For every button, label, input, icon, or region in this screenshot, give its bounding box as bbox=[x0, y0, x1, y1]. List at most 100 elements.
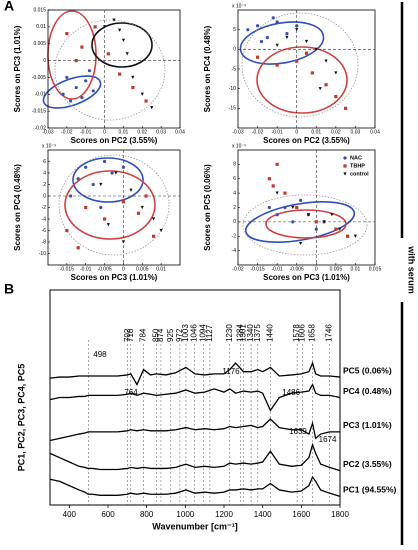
point bbox=[102, 217, 107, 221]
x-tick-label: 0.01 bbox=[311, 129, 321, 135]
point bbox=[102, 25, 107, 29]
point bbox=[285, 35, 289, 40]
y-tick-label: 6 bbox=[233, 176, 236, 182]
point bbox=[84, 165, 88, 169]
y-tick-label: -0.01 bbox=[35, 92, 47, 98]
point bbox=[353, 234, 358, 238]
point bbox=[285, 31, 289, 36]
y-axis-label: Scores on PC3 (1.01%) bbox=[13, 25, 22, 112]
point bbox=[295, 28, 299, 32]
y-tick-label: 0.005 bbox=[33, 41, 46, 47]
peak-label: 1003 bbox=[181, 324, 190, 342]
point bbox=[267, 205, 271, 210]
point bbox=[346, 234, 350, 238]
series-label: PC2 (3.55%) bbox=[343, 459, 392, 469]
point bbox=[91, 182, 95, 187]
y-tick-label: -4 bbox=[232, 248, 237, 254]
peak-label: 1658 bbox=[308, 324, 317, 342]
point bbox=[144, 99, 148, 103]
y-tick-label: -15 bbox=[229, 106, 236, 112]
point bbox=[99, 182, 103, 187]
point bbox=[129, 188, 133, 192]
spectrum-line bbox=[49, 361, 341, 387]
y-tick-label: -2 bbox=[232, 234, 237, 240]
point bbox=[334, 71, 338, 75]
x-axis-label: Wavenumber [cm⁻¹] bbox=[152, 521, 237, 531]
x-tick-label: 1600 bbox=[292, 510, 310, 519]
x-tick-label: -0.03 bbox=[232, 129, 244, 135]
point bbox=[80, 45, 84, 49]
peak-label: 784 bbox=[139, 328, 148, 342]
point bbox=[114, 171, 118, 175]
point bbox=[310, 71, 314, 75]
legend-label: control bbox=[350, 171, 369, 177]
x-tick-label: -0.015 bbox=[60, 266, 74, 272]
y-tick-label: 5 bbox=[233, 27, 236, 33]
point bbox=[136, 211, 141, 215]
y-tick-label: 0 bbox=[43, 58, 46, 64]
point bbox=[275, 63, 279, 67]
point bbox=[65, 228, 69, 233]
x-tick-label: 0.005 bbox=[136, 266, 149, 272]
x-tick-label: 1200 bbox=[215, 510, 233, 519]
peak-label: 764 bbox=[124, 388, 138, 397]
x-tick-label: 0 bbox=[315, 266, 318, 272]
peak-label: 1578 bbox=[292, 324, 301, 342]
point bbox=[118, 28, 122, 32]
point bbox=[338, 227, 342, 231]
point bbox=[259, 39, 264, 44]
y-axis-label: PC1, PC2, PC3, PC4, PC5 bbox=[16, 364, 26, 472]
x-axis-label: Scores on PC2 (3.55%) bbox=[263, 136, 350, 145]
y-scale-label: x 10⁻³ bbox=[232, 143, 246, 149]
y-tick-label: 0 bbox=[233, 219, 236, 225]
y-tick-label: 8 bbox=[233, 162, 236, 168]
y-tick-label: -10 bbox=[229, 86, 236, 92]
y-tick-label: -0.005 bbox=[32, 75, 46, 81]
peak-label: 1375 bbox=[253, 324, 262, 342]
ellipse bbox=[244, 201, 356, 243]
x-tick-label: 0.02 bbox=[331, 129, 341, 135]
point bbox=[65, 75, 69, 80]
point bbox=[283, 191, 287, 195]
y-tick-label: -5 bbox=[232, 66, 237, 72]
point bbox=[271, 16, 275, 20]
y-tick-label: -0.015 bbox=[32, 108, 46, 114]
ellipse bbox=[265, 209, 347, 239]
x-tick-label: 0.015 bbox=[369, 266, 382, 272]
peak-label: 1674 bbox=[319, 435, 337, 444]
point bbox=[324, 59, 328, 63]
point bbox=[343, 156, 347, 160]
y-axis-label: Scores on PC4 (0.48%) bbox=[203, 25, 212, 112]
point bbox=[265, 35, 269, 40]
ellipse bbox=[239, 21, 325, 65]
point bbox=[76, 177, 80, 181]
x-tick-label: -0.01 bbox=[80, 266, 92, 272]
y-axis-label: Scores on PC5 (0.06%) bbox=[203, 164, 212, 251]
point bbox=[131, 75, 135, 80]
x-tick-label: -0.02 bbox=[252, 129, 264, 135]
point bbox=[102, 159, 107, 164]
point bbox=[304, 51, 309, 55]
point bbox=[106, 223, 110, 227]
point bbox=[74, 58, 78, 63]
peak-label: 702 bbox=[123, 328, 132, 342]
point bbox=[106, 52, 110, 56]
spectrum-line bbox=[49, 475, 341, 498]
point bbox=[306, 213, 311, 217]
point bbox=[131, 85, 135, 90]
ellipses bbox=[42, 10, 368, 256]
point bbox=[121, 165, 126, 169]
x-tick-label: -0.01 bbox=[271, 266, 283, 272]
spectrum-line bbox=[49, 418, 340, 442]
point bbox=[255, 55, 260, 59]
peak-label: 1340 bbox=[246, 324, 255, 342]
point bbox=[291, 220, 295, 224]
peak-label: 498 bbox=[93, 350, 107, 359]
point bbox=[275, 213, 279, 217]
y-tick-label: 2 bbox=[43, 182, 46, 188]
point bbox=[267, 177, 271, 181]
y-tick-label: -10 bbox=[39, 251, 46, 257]
point bbox=[314, 220, 318, 224]
x-axis-label: Scores on PC3 (1.01%) bbox=[71, 273, 158, 282]
side-label: with serum bbox=[407, 245, 417, 294]
